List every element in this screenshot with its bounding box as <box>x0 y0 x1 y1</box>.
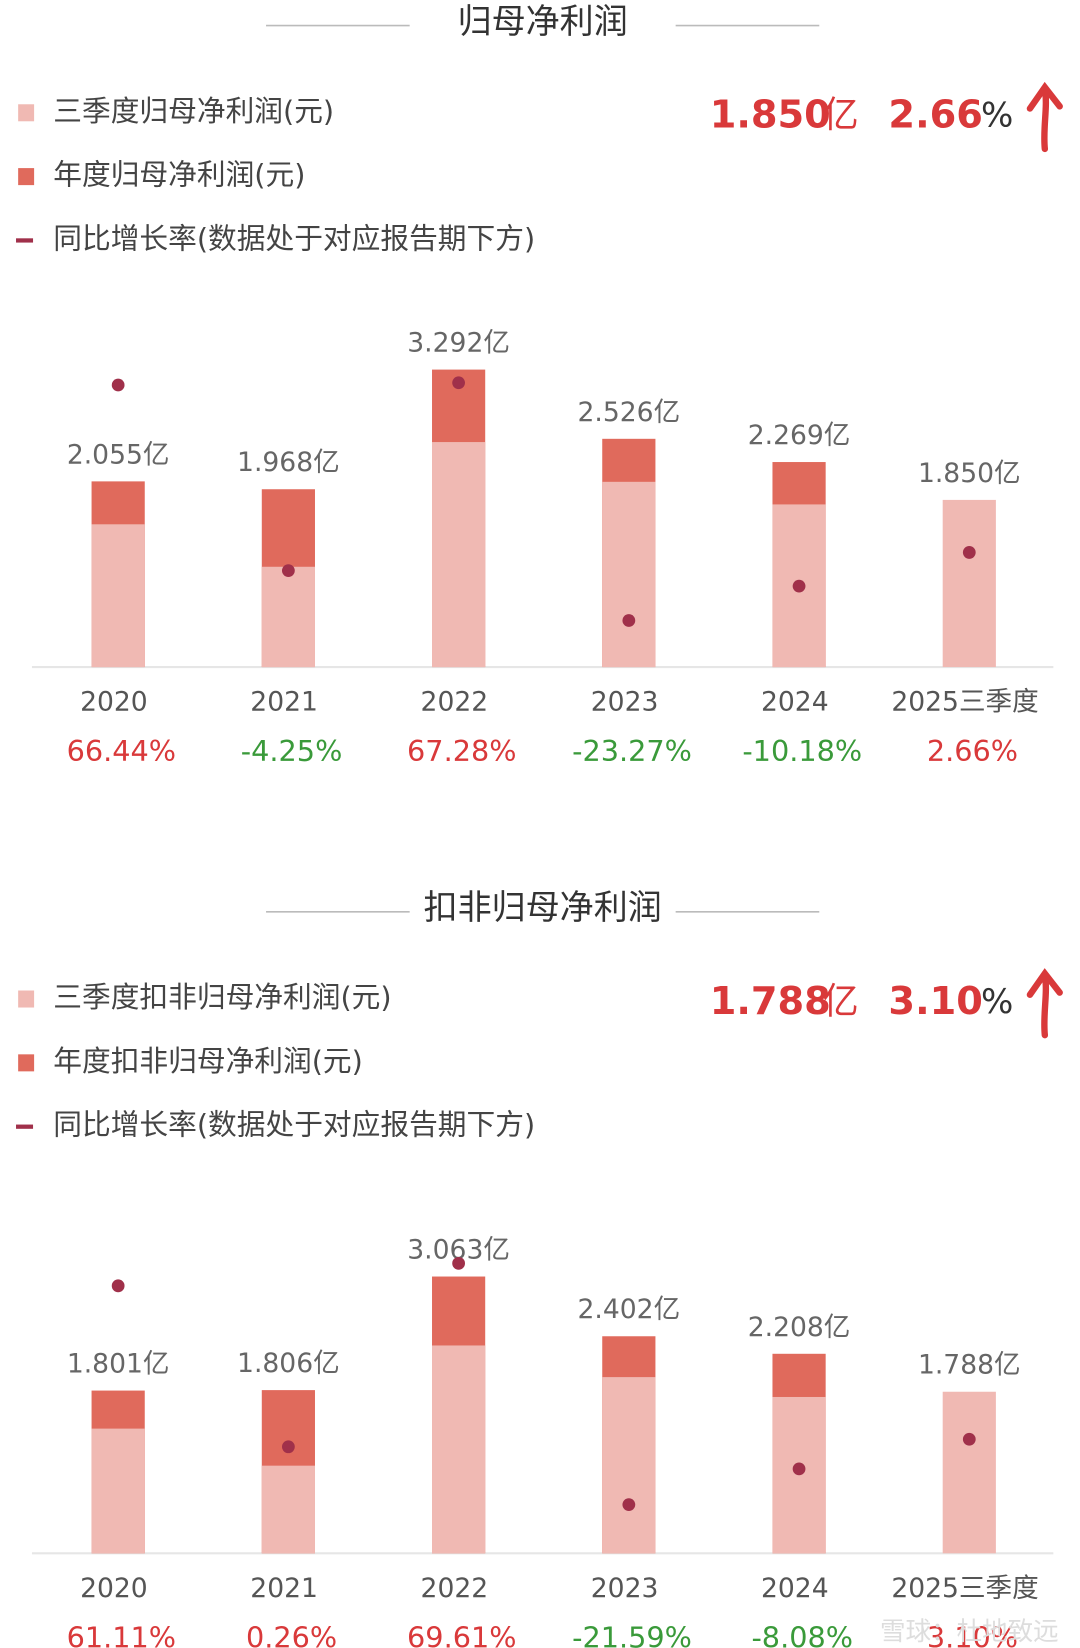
legend-swatch <box>18 168 35 186</box>
legend-label: 年度归母净利润(元) <box>53 158 305 192</box>
up-arrow <box>1026 968 1063 1039</box>
headline-change-unit: % <box>981 96 1013 136</box>
x-tick-label: 2022 <box>421 1573 489 1604</box>
x-tick-label: 2024 <box>761 687 829 718</box>
value-label: 2.055亿 <box>67 439 170 470</box>
legend-label: 三季度扣非归母净利润(元) <box>53 980 391 1014</box>
growth-label: 66.44% <box>67 734 177 768</box>
legend-label: 三季度归母净利润(元) <box>53 94 334 128</box>
bar <box>432 442 486 668</box>
growth-dot <box>452 376 465 390</box>
value-label: 1.968亿 <box>237 447 340 478</box>
growth-dot <box>111 1279 125 1293</box>
value-label: 2.526亿 <box>578 397 681 428</box>
legend-swatch <box>18 990 35 1008</box>
value-label: 1.788亿 <box>918 1350 1021 1381</box>
headline-unit: 亿 <box>822 979 858 1022</box>
x-tick-label: 2020 <box>80 687 148 718</box>
section-title: 扣非归母净利润 <box>424 888 662 928</box>
growth-label: 0.26% <box>246 1620 337 1648</box>
value-label: 1.806亿 <box>237 1348 340 1379</box>
growth-label: 69.61% <box>407 1620 517 1648</box>
growth-dot <box>962 1432 976 1446</box>
bar <box>261 566 315 668</box>
section-title: 归母净利润 <box>458 2 628 42</box>
bar <box>942 499 996 668</box>
growth-dot <box>622 1498 636 1511</box>
value-label: 1.801亿 <box>67 1349 170 1380</box>
legend-label: 同比增长率(数据处于对应报告期下方) <box>53 1108 535 1142</box>
growth-label: -10.18% <box>742 734 862 768</box>
up-arrow <box>1026 81 1063 153</box>
growth-dot <box>792 579 806 593</box>
growth-label: -4.25% <box>241 734 343 768</box>
x-tick-label: 2021 <box>250 687 318 718</box>
growth-dot <box>622 614 636 627</box>
x-tick-label: 2020 <box>80 1573 148 1604</box>
growth-label: -23.27% <box>572 734 692 768</box>
value-label: 2.402亿 <box>578 1294 681 1325</box>
x-tick-label: 2025三季度 <box>891 1573 1038 1604</box>
growth-label: -21.59% <box>572 1620 692 1648</box>
x-tick-label: 2022 <box>421 687 489 718</box>
value-label: 1.850亿 <box>918 458 1021 489</box>
growth-dot <box>282 1440 295 1454</box>
growth-label: -8.08% <box>751 1620 853 1648</box>
growth-dot <box>792 1462 806 1476</box>
legend-label: 年度扣非归母净利润(元) <box>53 1044 363 1078</box>
headline-value: 1.850 <box>710 93 831 138</box>
headline-change: 2.66 <box>888 93 983 138</box>
growth-label: 61.11% <box>67 1620 177 1648</box>
bar <box>432 1345 486 1554</box>
bar <box>91 1428 145 1554</box>
value-label: 2.269亿 <box>748 420 851 451</box>
headline-change: 3.10 <box>888 979 983 1024</box>
growth-dot <box>452 1256 465 1270</box>
headline-change-unit: % <box>981 982 1013 1022</box>
x-tick-label: 2021 <box>250 1573 318 1604</box>
legend-swatch <box>16 1124 34 1129</box>
growth-label: 67.28% <box>407 734 517 768</box>
x-tick-label: 2024 <box>761 1573 829 1604</box>
bar <box>602 1377 656 1554</box>
growth-dot <box>962 546 976 559</box>
x-tick-label: 2023 <box>591 687 659 718</box>
x-tick-label: 2023 <box>591 1573 659 1604</box>
growth-dot <box>111 378 125 392</box>
watermark: 雪球：杜地致远 <box>880 1617 1059 1647</box>
x-tick-label: 2025三季度 <box>891 687 1038 718</box>
bar <box>942 1391 996 1554</box>
growth-dot <box>282 564 295 577</box>
value-label: 2.208亿 <box>748 1312 851 1343</box>
headline-unit: 亿 <box>822 93 858 136</box>
growth-label: 3.10% <box>927 1620 1018 1648</box>
headline-value: 1.788 <box>710 979 831 1024</box>
growth-label: 2.66% <box>927 734 1018 768</box>
legend-swatch <box>18 104 35 122</box>
value-label: 3.292亿 <box>407 328 510 359</box>
legend-label: 同比增长率(数据处于对应报告期下方) <box>53 221 535 255</box>
bar <box>91 524 145 668</box>
bar <box>602 481 656 668</box>
legend-swatch <box>18 1054 35 1072</box>
legend-swatch <box>16 238 34 243</box>
bar <box>261 1465 315 1554</box>
